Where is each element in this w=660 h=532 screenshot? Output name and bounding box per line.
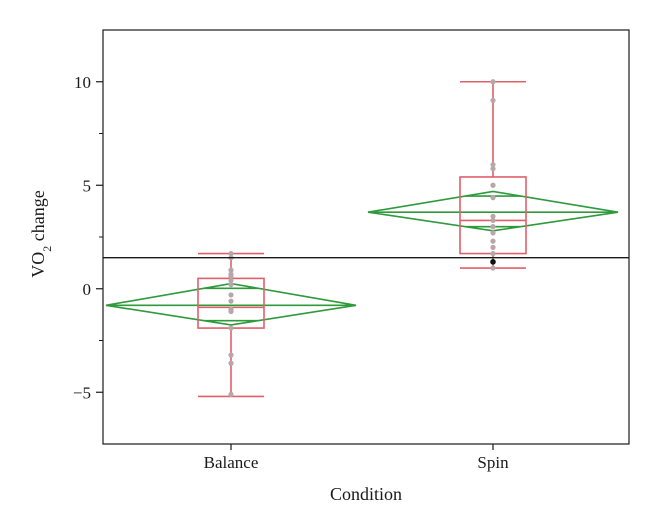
x-tick-label: Balance: [204, 453, 259, 472]
data-point: [490, 195, 496, 201]
data-point: [490, 217, 496, 224]
data-point: [228, 308, 234, 315]
data-point: [228, 325, 234, 331]
y-axis-title: VO2 change: [28, 190, 54, 277]
data-point: [228, 292, 234, 298]
data-point: [490, 161, 496, 168]
data-points: [228, 79, 496, 397]
data-point: [490, 213, 496, 219]
y-tick-label: 0: [83, 280, 92, 299]
y-axis-title-tail: change: [28, 190, 48, 245]
plot-frame: [102, 29, 630, 445]
data-point: [490, 230, 496, 236]
data-point: [228, 298, 234, 304]
data-point: [228, 273, 234, 279]
data-point: [490, 238, 496, 244]
data-point: [490, 166, 496, 172]
data-point: [490, 265, 496, 271]
data-point: [228, 277, 234, 284]
data-point: [490, 250, 496, 257]
y-axis-title-main: VO: [28, 252, 48, 278]
y-tick-label: 5: [83, 176, 92, 195]
data-point: [490, 79, 496, 85]
mean-diamonds: [105, 190, 619, 326]
data-point: [228, 391, 234, 397]
axis-ticks: −5 0 5 10 Balance Spin: [73, 73, 509, 472]
mean-diamond: [105, 282, 357, 326]
data-point: [228, 352, 234, 358]
y-tick-label: 10: [74, 73, 91, 92]
data-point: [490, 182, 496, 188]
y-axis-title-subscript: 2: [40, 246, 54, 252]
data-point: [490, 97, 496, 103]
data-point: [490, 224, 496, 230]
data-point: [228, 360, 234, 366]
data-point: [228, 250, 234, 257]
data-point: [228, 282, 234, 288]
x-tick-label: Spin: [477, 453, 509, 472]
data-point: [490, 244, 496, 250]
y-tick-label: −5: [73, 383, 91, 402]
data-point: [228, 267, 234, 273]
x-axis-title: Condition: [330, 484, 402, 504]
outlier-point: [490, 259, 496, 265]
box-plots: [197, 80, 527, 398]
